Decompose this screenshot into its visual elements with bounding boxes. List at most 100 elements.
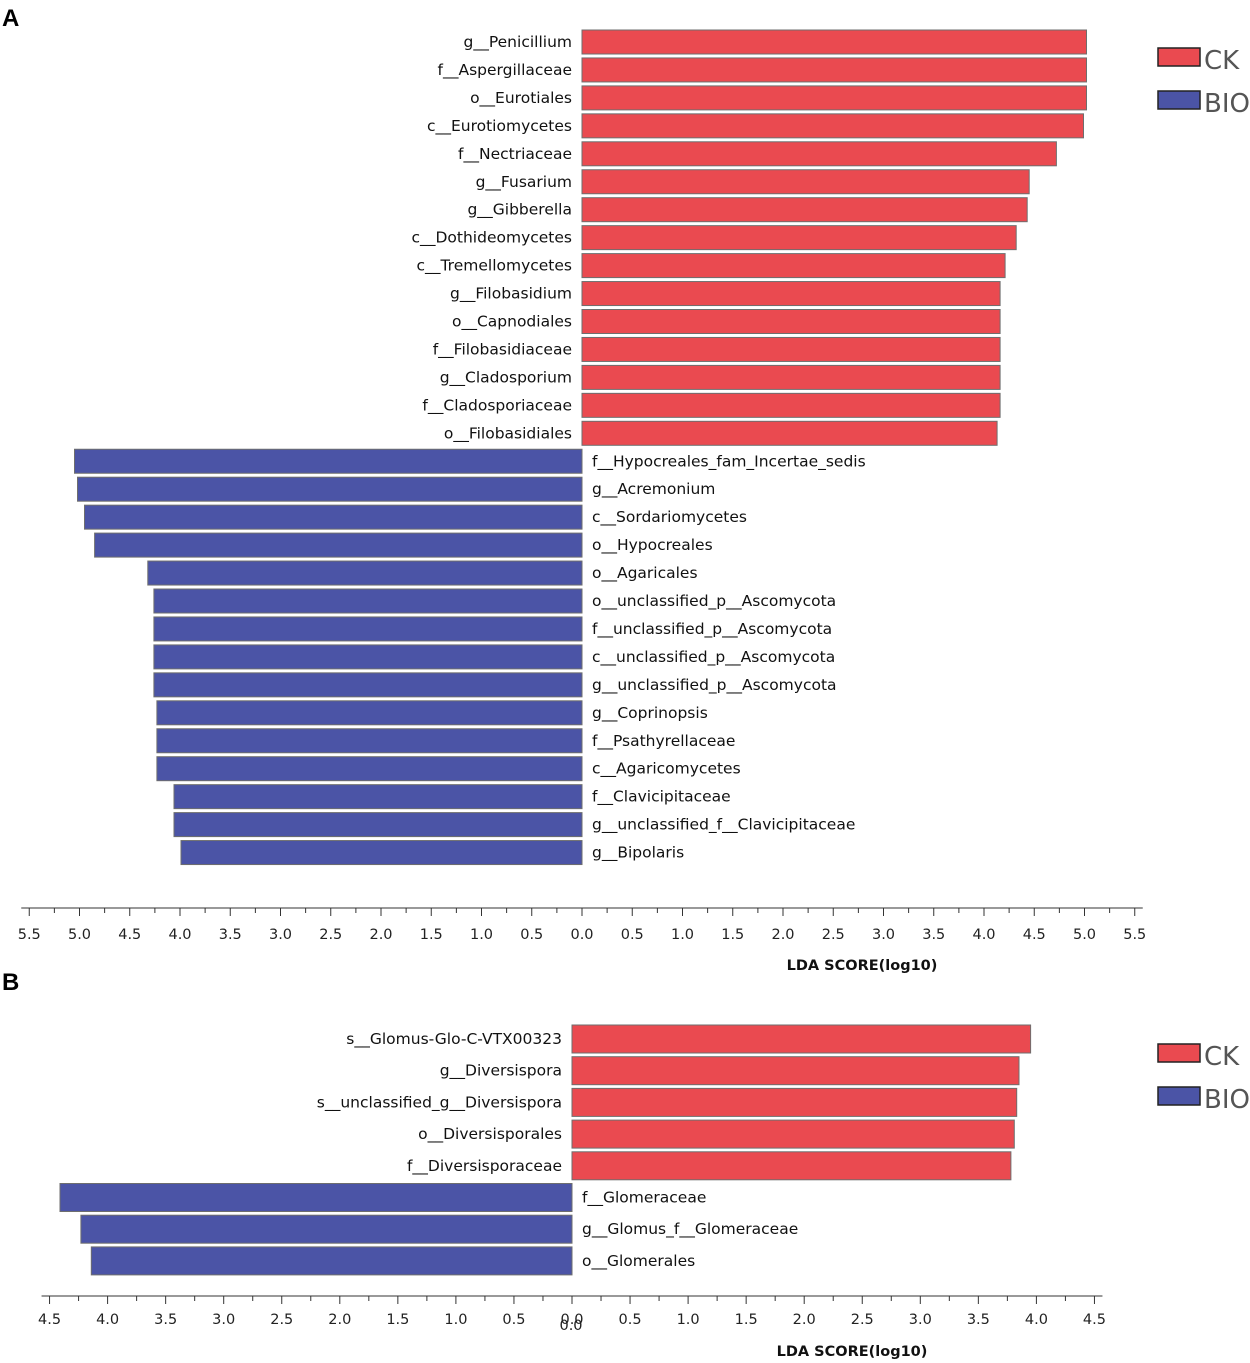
bio-bar xyxy=(80,1214,573,1244)
bio-bar-label: f__unclassified_p__Ascomycota xyxy=(592,620,832,639)
x-tick-label: 2.0 xyxy=(793,1312,816,1328)
bio-bar xyxy=(84,504,583,530)
bio-bar xyxy=(156,700,583,726)
ck-bar xyxy=(581,29,1087,55)
bio-bar-label: c__Agaricomycetes xyxy=(592,760,741,779)
ck-bar-label: s__unclassified_g__Diversispora xyxy=(317,1093,562,1112)
ck-bar-label: g__Diversispora xyxy=(440,1062,562,1081)
x-tick-label: 1.0 xyxy=(444,1312,467,1328)
x-tick-label: 2.5 xyxy=(822,927,845,943)
x-tick-label: 5.5 xyxy=(18,927,41,943)
bio-bar-label: f__Psathyrellaceae xyxy=(592,732,735,751)
x-tick-label: 4.0 xyxy=(168,927,191,943)
legend-swatch-bio xyxy=(1157,1086,1201,1106)
ck-bar xyxy=(581,392,1001,418)
x-tick-label: 1.0 xyxy=(671,927,694,943)
ck-bar xyxy=(581,225,1017,251)
x-tick-label: 4.0 xyxy=(1025,1312,1048,1328)
bio-bar-label: o__Glomerales xyxy=(582,1252,695,1271)
ck-bar xyxy=(581,364,1001,390)
x-tick-label: 1.5 xyxy=(735,1312,758,1328)
ck-bar-label: c__Eurotiomycetes xyxy=(427,117,572,136)
bio-bar xyxy=(147,560,583,586)
bio-bar xyxy=(180,840,583,866)
ck-bar-label: s__Glomus-Glo-C-VTX00323 xyxy=(346,1030,562,1049)
bio-bar-label: c__Sordariomycetes xyxy=(592,508,747,527)
ck-bar-label: c__Tremellomycetes xyxy=(416,257,572,276)
x-tick-label: 2.0 xyxy=(771,927,794,943)
x-tick-label: 4.5 xyxy=(1083,1312,1106,1328)
ck-bar xyxy=(581,309,1001,334)
ck-bar xyxy=(571,1024,1032,1054)
x-tick-label: 0.5 xyxy=(520,927,543,943)
bio-bar-label: g__Acremonium xyxy=(592,480,715,499)
ck-bar-label: g__Fusarium xyxy=(476,173,572,192)
ck-bar-label: f__Aspergillaceae xyxy=(438,61,572,80)
ck-bar-label: f__Diversisporaceae xyxy=(407,1157,562,1176)
x-tick-label: 0.5 xyxy=(621,927,644,943)
x-tick-label: 3.0 xyxy=(872,927,895,943)
bio-bar xyxy=(74,448,583,474)
bio-bar xyxy=(153,644,583,670)
x-tick-label: 3.5 xyxy=(219,927,242,943)
bio-bar xyxy=(153,616,583,642)
ck-bar-label: g__Gibberella xyxy=(467,201,572,220)
x-tick-label: 2.5 xyxy=(270,1312,293,1328)
x-tick-label: 2.5 xyxy=(851,1312,874,1328)
ck-bar xyxy=(571,1087,1018,1117)
x-tick-label: 1.5 xyxy=(420,927,443,943)
legend-swatch-bio xyxy=(1157,90,1201,110)
ck-bar-label: c__Dothideomycetes xyxy=(411,229,572,248)
bio-bar xyxy=(59,1183,573,1212)
bio-bar-label: g__Glomus_f__Glomeraceae xyxy=(582,1220,798,1239)
bio-bar-label: g__unclassified_p__Ascomycota xyxy=(592,676,837,695)
bio-bar-label: o__Agaricales xyxy=(592,564,698,583)
x-tick-label-zero-overlap: 0.0 xyxy=(559,1318,582,1334)
panel-a-chart: g__Penicillium f__Aspergillaceae o__Euroti… xyxy=(18,29,1250,974)
ck-bar-label: g__Cladosporium xyxy=(440,368,572,387)
x-tick-label: 4.0 xyxy=(96,1312,119,1328)
x-axis-title: LDA SCORE(log10) xyxy=(787,958,938,974)
x-tick-label: 5.5 xyxy=(1123,927,1146,943)
x-axis-title: LDA SCORE(log10) xyxy=(777,1344,928,1360)
bio-bar-label: g__Bipolaris xyxy=(592,844,684,863)
legend-swatch-ck xyxy=(1157,1043,1201,1063)
ck-bar-label: o__Diversisporales xyxy=(418,1125,562,1144)
x-tick-label: 0.0 xyxy=(560,1312,583,1328)
ck-bar xyxy=(571,1056,1020,1086)
x-tick-label: 3.0 xyxy=(212,1312,235,1328)
legend-swatch-ck xyxy=(1157,47,1201,67)
ck-bar-label: o__Eurotiales xyxy=(470,89,572,108)
ck-bar xyxy=(581,85,1087,111)
legend-label-ck: CK xyxy=(1204,1042,1240,1072)
bio-bar-label: o__unclassified_p__Ascomycota xyxy=(592,592,836,611)
ck-bar-label: f__Filobasidiaceae xyxy=(433,340,572,359)
bio-bar xyxy=(153,588,583,614)
bio-bar-label: c__unclassified_p__Ascomycota xyxy=(592,648,835,667)
ck-bar-label: o__Filobasidiales xyxy=(444,424,572,443)
x-tick-label: 0.5 xyxy=(619,1312,642,1328)
bio-bar xyxy=(77,476,583,502)
ck-bar-label: g__Penicillium xyxy=(464,33,572,52)
x-tick-label: 3.0 xyxy=(909,1312,932,1328)
x-tick-label: 4.5 xyxy=(38,1312,61,1328)
x-tick-label: 5.0 xyxy=(68,927,91,943)
bio-bar-label: f__Hypocreales_fam_Incertae_sedis xyxy=(592,452,866,471)
bio-bar-label: g__unclassified_f__Clavicipitaceae xyxy=(592,816,855,835)
x-tick-label: 0.0 xyxy=(570,927,593,943)
x-tick-label: 0.5 xyxy=(502,1312,525,1328)
ck-bar xyxy=(581,336,1001,362)
ck-bar-label: f__Cladosporiaceae xyxy=(422,396,572,415)
x-tick-label: 3.5 xyxy=(922,927,945,943)
panel-b-letter: B xyxy=(2,969,19,996)
bio-bar xyxy=(94,532,583,558)
x-tick-label: 1.5 xyxy=(721,927,744,943)
ck-bar xyxy=(571,1151,1012,1181)
ck-bar xyxy=(581,197,1028,223)
ck-bar-label: o__Capnodiales xyxy=(452,313,572,332)
bio-bar-label: f__Glomeraceae xyxy=(582,1189,706,1208)
x-tick-label: 4.5 xyxy=(118,927,141,943)
ck-bar xyxy=(581,253,1006,279)
x-tick-label: 4.0 xyxy=(972,927,995,943)
bio-bar xyxy=(90,1246,573,1276)
